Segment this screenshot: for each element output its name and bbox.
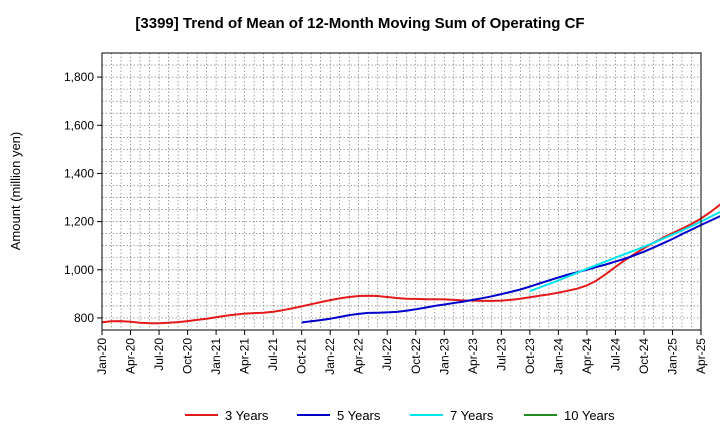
x-tick-label: Apr-21 bbox=[238, 338, 252, 374]
x-tick-label: Oct-23 bbox=[523, 338, 537, 374]
y-ticks: 800 1,000 1,200 1,400 1,600 1,800 bbox=[64, 70, 102, 325]
x-tick-label: Jul-21 bbox=[266, 338, 280, 371]
plot-area bbox=[102, 53, 701, 330]
grid bbox=[102, 53, 701, 330]
series-group bbox=[101, 203, 720, 325]
y-tick-label: 1,400 bbox=[64, 166, 94, 180]
plot-frame bbox=[101, 52, 702, 331]
y-tick-label: 1,600 bbox=[64, 118, 94, 132]
legend-label-10-years: 10 Years bbox=[564, 408, 615, 423]
series-line-3-years bbox=[101, 203, 720, 325]
x-tick-label: Apr-20 bbox=[124, 338, 138, 374]
y-tick-label: 1,000 bbox=[64, 263, 94, 277]
x-tick-label: Apr-22 bbox=[352, 338, 366, 374]
y-axis-label: Amount (million yen) bbox=[8, 132, 23, 251]
x-tick-label: Jan-21 bbox=[209, 338, 223, 375]
x-tick-label: Jan-20 bbox=[95, 338, 109, 375]
x-tick-label: Jul-24 bbox=[608, 338, 622, 371]
x-tick-label: Jul-20 bbox=[152, 338, 166, 371]
chart-title: [3399] Trend of Mean of 12-Month Moving … bbox=[135, 15, 584, 32]
x-tick-label: Jan-25 bbox=[665, 338, 679, 375]
legend: 3 Years 5 Years 7 Years 10 Years bbox=[185, 408, 615, 423]
x-tick-label: Jan-24 bbox=[551, 338, 565, 375]
x-tick-label: Oct-24 bbox=[637, 338, 651, 374]
x-tick-label: Oct-22 bbox=[409, 338, 423, 374]
x-tick-label: Jan-22 bbox=[323, 338, 337, 375]
x-tick-label: Jul-22 bbox=[380, 338, 394, 371]
x-tick-label: Jul-23 bbox=[494, 338, 508, 371]
legend-label-7-years: 7 Years bbox=[450, 408, 494, 423]
x-tick-label: Apr-23 bbox=[466, 338, 480, 374]
x-tick-label: Apr-25 bbox=[694, 338, 708, 374]
series-line-5-years bbox=[301, 215, 720, 324]
x-tick-label: Oct-21 bbox=[295, 338, 309, 374]
x-tick-label: Oct-20 bbox=[181, 338, 195, 374]
x-tick-label: Jan-23 bbox=[437, 338, 451, 375]
legend-label-3-years: 3 Years bbox=[225, 408, 269, 423]
legend-label-5-years: 5 Years bbox=[337, 408, 381, 423]
x-tick-label: Apr-24 bbox=[580, 338, 594, 374]
x-ticks: Jan-20 Apr-20 Jul-20 Oct-20 Jan-21 Apr-21 Jul-… bbox=[95, 330, 708, 375]
y-tick-label: 1,200 bbox=[64, 215, 94, 229]
y-tick-label: 800 bbox=[74, 311, 94, 325]
series-line-7-years bbox=[529, 210, 720, 292]
y-tick-label: 1,800 bbox=[64, 70, 94, 84]
